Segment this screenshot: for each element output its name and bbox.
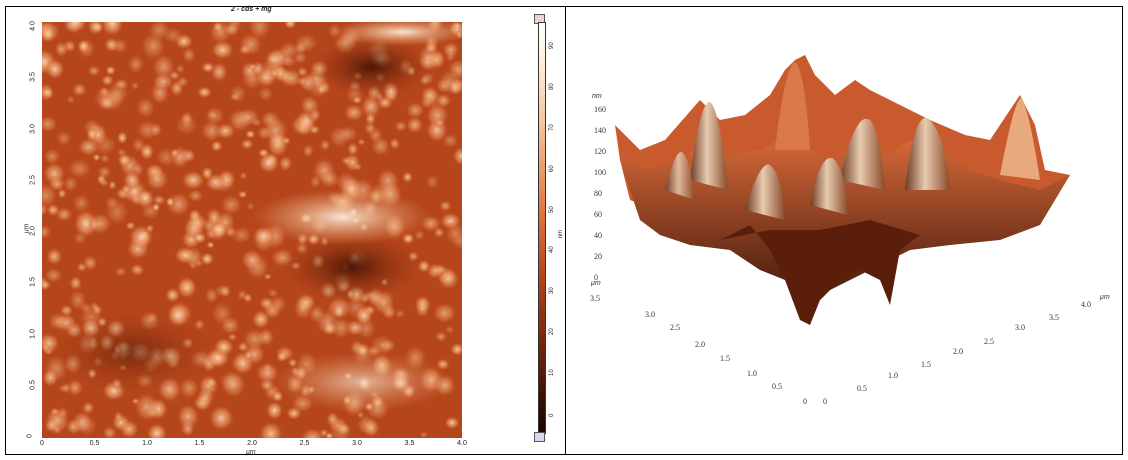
colorbar-tick: 0 (549, 413, 555, 417)
right-axis-tick: 3.5 (1049, 313, 1059, 322)
left-axis-tick: 1.5 (720, 354, 730, 363)
z-axis-tick: 140 (594, 126, 606, 135)
panel-divider (565, 6, 566, 455)
map-y-unit: μm (23, 223, 31, 234)
colorbar-tick: 10 (549, 369, 555, 377)
right-axis-tick: 2.5 (984, 337, 994, 346)
z-axis-tick: 80 (594, 189, 602, 198)
colorbar-tick: 30 (549, 287, 555, 295)
colorbar-tick: 70 (549, 124, 555, 131)
map-y-tick: 1.5 (29, 277, 37, 288)
map-y-tick: 2.0 (29, 226, 37, 236)
right-axis-tick: 2.0 (953, 347, 963, 356)
colorbar-tick: 90 (549, 42, 555, 49)
colorbar-tick: 20 (549, 328, 555, 336)
colorbar-tick: 60 (549, 164, 555, 172)
right-axis-tick: 4.0 (1081, 300, 1091, 309)
z-axis-tick: 160 (594, 105, 606, 114)
left-axis-tick: 2.0 (695, 340, 705, 349)
map-x-tick: 3.5 (404, 440, 415, 447)
left-axis-tick: 3.0 (645, 310, 655, 319)
figure-frame (5, 6, 1123, 455)
map-x-tick: 1.5 (194, 440, 205, 447)
right-axis-unit: μm (1100, 294, 1110, 301)
afm-height-map (42, 22, 462, 438)
left-axis-tick: 0.5 (772, 382, 782, 391)
map-x-unit: μm (246, 449, 256, 456)
map-x-tick: 1.0 (142, 440, 152, 447)
afm-3d-surface (615, 55, 1070, 325)
right-axis-tick: 1.5 (921, 360, 931, 369)
right-axis-tick: 0 (823, 397, 827, 406)
left-axis-unit: μm (591, 280, 601, 287)
z-axis-tick: 0 (594, 273, 598, 282)
left-axis-tick: 3.5 (590, 294, 600, 303)
map-x-tick: 0 (40, 440, 44, 447)
map-y-tick: 4.0 (29, 21, 37, 31)
map-x-tick: 3.0 (352, 440, 362, 447)
map-y-tick: 1.0 (29, 328, 37, 339)
map-x-tick: 0.5 (89, 440, 100, 447)
map-x-tick: 4.0 (457, 440, 467, 447)
height-colorbar (538, 22, 546, 434)
colorbar-unit: nm (558, 229, 565, 239)
left-axis-tick: 1.0 (747, 369, 757, 378)
left-axis-tick: 0 (803, 397, 807, 406)
right-axis-tick: 3.0 (1015, 323, 1025, 332)
z-axis-tick: 60 (594, 210, 602, 219)
map-y-tick: 0 (26, 434, 34, 438)
z-axis-unit: nm (592, 93, 602, 100)
right-axis-tick: 0.5 (857, 384, 867, 393)
left-axis-tick: 2.5 (670, 323, 680, 332)
map-x-tick: 2.5 (299, 440, 310, 447)
colorbar-bottom-handle[interactable] (534, 432, 545, 442)
colorbar-tick: 50 (549, 205, 555, 213)
map-y-tick: 3.5 (29, 72, 37, 83)
colorbar-tick: 40 (549, 246, 555, 254)
colorbar-tick: 80 (549, 83, 555, 90)
map-y-tick: 2.5 (29, 174, 37, 185)
z-axis-tick: 40 (594, 231, 602, 240)
map-x-tick: 2.0 (247, 440, 257, 447)
map-y-tick: 3.0 (29, 123, 37, 134)
right-axis-tick: 1.0 (888, 371, 898, 380)
map-y-tick: 0.5 (29, 379, 37, 390)
map-title: 2 - cds + mg (231, 6, 272, 13)
z-axis-tick: 20 (594, 252, 602, 261)
z-axis-tick: 100 (594, 168, 606, 177)
z-axis-tick: 120 (594, 147, 606, 156)
